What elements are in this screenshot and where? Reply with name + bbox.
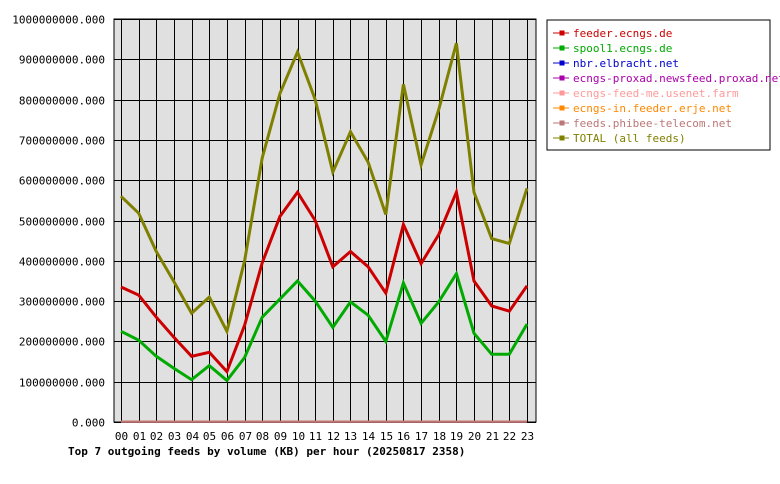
legend-label: ecngs-in.feeder.erje.net bbox=[573, 102, 732, 115]
x-tick-label: 08 bbox=[256, 430, 269, 443]
x-tick-label: 22 bbox=[503, 430, 516, 443]
plot-background bbox=[114, 19, 536, 422]
legend: feeder.ecngs.de spool1.ecngs.de nbr.elbrac… bbox=[546, 19, 780, 151]
x-tick-label: 17 bbox=[415, 430, 428, 443]
legend-label: ecngs-proxad.newsfeed.proxad.net bbox=[573, 72, 780, 85]
legend-marker bbox=[559, 120, 565, 126]
legend-marker bbox=[559, 60, 565, 66]
chart-title: Top 7 outgoing feeds by volume (KB) per … bbox=[68, 445, 465, 458]
x-tick-label: 14 bbox=[362, 430, 376, 443]
x-tick-label: 06 bbox=[221, 430, 234, 443]
y-tick-label: 800000000.000 bbox=[19, 95, 105, 108]
x-tick-label: 13 bbox=[344, 430, 357, 443]
x-tick-label: 04 bbox=[186, 430, 200, 443]
series-line-7 bbox=[119, 42, 529, 336]
x-tick-label: 09 bbox=[274, 430, 287, 443]
x-tick-label: 07 bbox=[239, 430, 252, 443]
x-tick-label: 19 bbox=[450, 430, 463, 443]
y-tick-label: 1000000000.000 bbox=[12, 14, 105, 27]
series-line-0 bbox=[120, 187, 529, 375]
legend-marker bbox=[559, 135, 565, 141]
legend-label: feeder.ecngs.de bbox=[573, 27, 672, 40]
x-tick-label: 12 bbox=[327, 430, 340, 443]
y-tick-label: 400000000.000 bbox=[19, 256, 105, 269]
x-tick-label: 20 bbox=[468, 430, 481, 443]
x-tick-label: 01 bbox=[133, 430, 146, 443]
legend-label: TOTAL (all feeds) bbox=[573, 132, 686, 145]
legend-label: feeds.phibee-telecom.net bbox=[573, 117, 732, 130]
legend-label: ecngs-feed-me.usenet.farm bbox=[573, 87, 739, 100]
x-tick-label: 15 bbox=[380, 430, 393, 443]
x-axis: 00 01 02 03 04 05 06 07 08 09 10 11 12 13 14 15 16 17 18 19… bbox=[115, 430, 534, 443]
y-tick-label: 200000000.000 bbox=[19, 336, 105, 349]
legend-label: nbr.elbracht.net bbox=[573, 57, 679, 70]
x-tick-label: 00 bbox=[115, 430, 128, 443]
x-tick-label: 10 bbox=[292, 430, 305, 443]
x-tick-label: 16 bbox=[397, 430, 410, 443]
x-tick-label: 18 bbox=[433, 430, 446, 443]
y-axis: 0.000 100000000.000 200000000.000 300000000… bbox=[12, 14, 105, 430]
y-tick-label: 0.000 bbox=[72, 417, 105, 430]
legend-box bbox=[546, 19, 771, 151]
series-group bbox=[119, 42, 529, 423]
legend-marker bbox=[559, 45, 565, 51]
x-tick-label: 11 bbox=[309, 430, 322, 443]
y-tick-label: 700000000.000 bbox=[19, 135, 105, 148]
y-tick-label: 100000000.000 bbox=[19, 377, 105, 390]
y-tick-label: 300000000.000 bbox=[19, 296, 105, 309]
y-tick-label: 500000000.000 bbox=[19, 216, 105, 229]
series-line-1 bbox=[120, 270, 529, 383]
x-tick-label: 03 bbox=[168, 430, 181, 443]
legend-marker bbox=[559, 30, 565, 36]
x-tick-label: 05 bbox=[203, 430, 216, 443]
legend-marker bbox=[559, 75, 565, 81]
y-tick-label: 900000000.000 bbox=[19, 54, 105, 67]
y-tick-label: 600000000.000 bbox=[19, 175, 105, 188]
x-tick-label: 21 bbox=[486, 430, 499, 443]
x-tick-label: 23 bbox=[521, 430, 534, 443]
x-tick-label: 02 bbox=[150, 430, 163, 443]
legend-marker bbox=[559, 90, 565, 96]
legend-label: spool1.ecngs.de bbox=[573, 42, 672, 55]
legend-marker bbox=[559, 105, 565, 111]
